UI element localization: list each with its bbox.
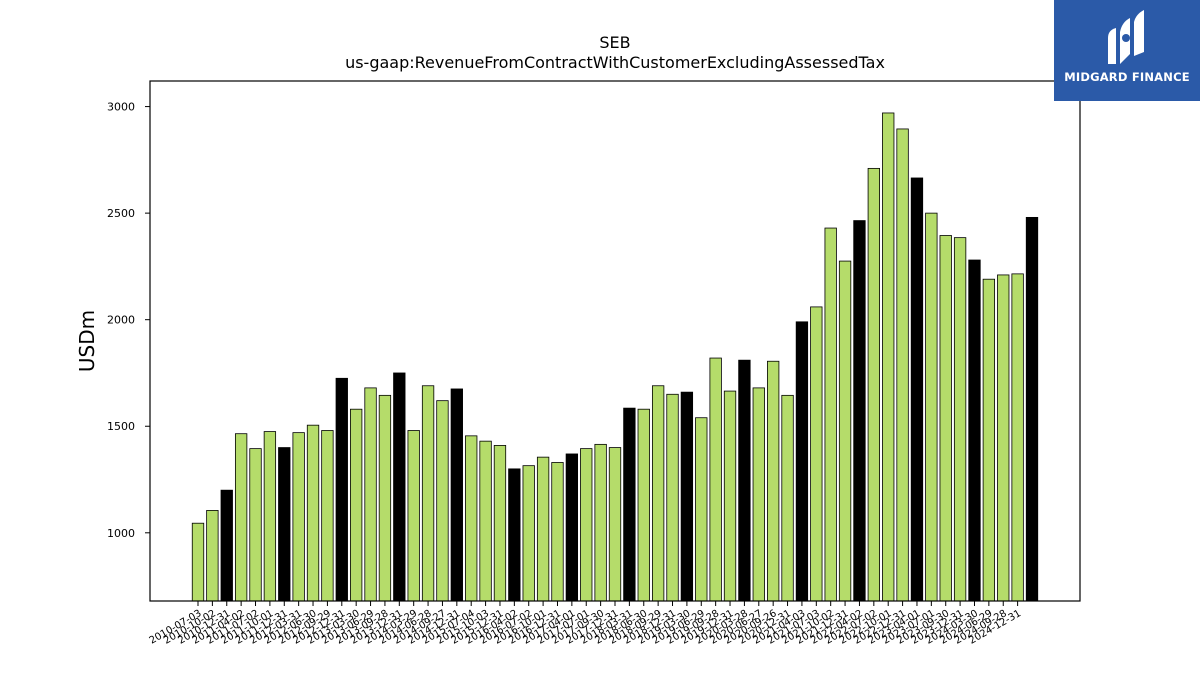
bar: [767, 360, 780, 602]
bar: [364, 387, 377, 602]
bar: [508, 468, 521, 602]
bar: [321, 430, 334, 602]
bar: [191, 522, 205, 602]
bar: [795, 321, 809, 602]
bar: [493, 445, 507, 602]
midgard-logo-icon: [1108, 10, 1144, 64]
bar: [465, 435, 478, 602]
bar: [925, 212, 938, 602]
bar: [522, 465, 535, 602]
midgard-finance-logo: MIDGARD FINANCE: [1054, 0, 1200, 101]
y-axis: 1000 1500 2000 2500 3000: [107, 101, 150, 540]
bar: [335, 377, 348, 602]
bar: [623, 407, 636, 602]
bar: [551, 462, 564, 602]
bar: [580, 448, 593, 602]
bar: [378, 394, 392, 602]
bar: [939, 235, 952, 602]
bar: [536, 456, 550, 602]
x-axis: 2010-07-032010-10-022010-12-312011-04-02…: [148, 601, 1023, 647]
bar: [680, 391, 694, 602]
bar: [249, 448, 262, 602]
bar: [278, 447, 291, 602]
bar: [853, 220, 866, 602]
bar: [637, 408, 650, 602]
chart-title: SEB: [599, 33, 630, 52]
bar: [867, 167, 880, 602]
y-axis-label: USDm: [75, 310, 99, 372]
y-tick-label: 2000: [107, 314, 135, 327]
bar: [594, 443, 607, 602]
bars-group: [191, 112, 1039, 602]
bar: [263, 431, 277, 602]
bar: [421, 385, 435, 602]
bar: [350, 408, 363, 602]
plot-frame: [149, 80, 1081, 602]
y-tick-label: 1000: [107, 527, 135, 540]
bar: [407, 430, 420, 602]
bar: [234, 433, 248, 602]
bar: [824, 227, 837, 602]
bar: [306, 424, 320, 602]
bar: [1011, 273, 1024, 602]
bar: [709, 357, 722, 602]
y-tick-label: 3000: [107, 101, 135, 114]
bar: [651, 385, 665, 602]
bar: [810, 306, 823, 602]
logo-text: MIDGARD FINANCE: [1064, 70, 1190, 84]
bar: [393, 372, 406, 602]
bar: [752, 387, 765, 602]
bar: [723, 390, 737, 602]
bar: [738, 359, 751, 602]
bar: [292, 432, 305, 602]
bar: [882, 112, 895, 602]
bar: [838, 260, 852, 602]
bar: [997, 274, 1010, 602]
bar: [910, 177, 924, 602]
bar: [982, 278, 996, 602]
bar: [781, 394, 794, 602]
bar: [896, 128, 909, 602]
bar: [953, 237, 967, 602]
y-tick-label: 2500: [107, 207, 135, 220]
bar: [695, 417, 708, 602]
bar: [450, 388, 463, 602]
y-tick-label: 1500: [107, 420, 135, 433]
bar: [436, 400, 449, 602]
chart-subtitle: us-gaap:RevenueFromContractWithCustomerE…: [345, 53, 885, 72]
bar: [1025, 216, 1039, 602]
bar: [565, 453, 579, 602]
bar: [968, 259, 981, 602]
bar: [206, 510, 219, 602]
bar: [220, 489, 233, 602]
bar: [666, 393, 679, 602]
bar: [608, 447, 622, 602]
bar: [479, 440, 492, 602]
